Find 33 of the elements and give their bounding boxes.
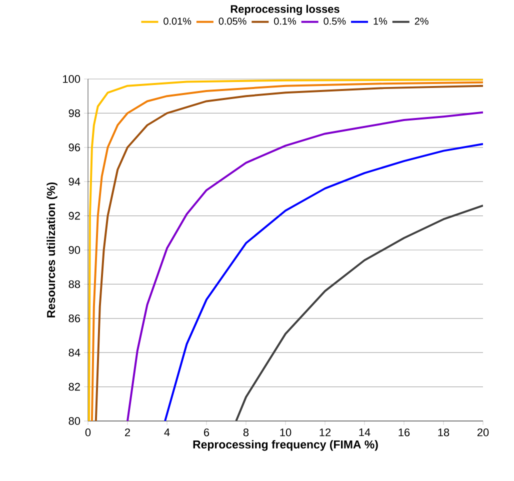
- y-tick-label: 80: [68, 417, 80, 425]
- y-tick-label: 86: [68, 314, 80, 322]
- x-tick-label: 0: [85, 428, 91, 436]
- y-tick-label: 96: [68, 144, 80, 152]
- y-tick-label: 88: [68, 280, 80, 288]
- y-tick-label: 90: [68, 246, 80, 254]
- y-tick-label: 92: [68, 212, 80, 220]
- legend-label: 0.05%: [218, 18, 246, 25]
- legend-label: 2%: [414, 18, 428, 25]
- x-tick-label: 4: [164, 428, 170, 436]
- x-tick-label: 14: [359, 428, 370, 436]
- legend-title: Reprocessing losses: [230, 4, 340, 16]
- x-tick-label: 16: [398, 428, 410, 436]
- x-axis-title: Reprocessing frequency (FIMA %): [193, 440, 378, 451]
- x-tick-label: 20: [477, 428, 489, 436]
- y-tick-label: 82: [68, 382, 80, 391]
- legend-label: 1%: [374, 18, 388, 25]
- y-tick-label: 98: [68, 109, 80, 118]
- y-axis-title: Resources utilization (%): [46, 182, 58, 318]
- legend-label: 0.5%: [324, 18, 346, 25]
- y-tick-label: 84: [68, 348, 80, 356]
- x-tick-label: 8: [243, 428, 249, 436]
- x-tick-label: 18: [438, 428, 450, 436]
- legend-label: 0.1%: [274, 18, 296, 25]
- x-tick-label: 2: [125, 428, 130, 436]
- line-series: [164, 142, 484, 421]
- y-tick-label: 94: [68, 178, 80, 186]
- x-tick-label: 12: [320, 428, 331, 436]
- x-tick-label: 6: [204, 428, 210, 436]
- y-tick-label: 100: [63, 75, 80, 83]
- legend-label: 0.01%: [164, 18, 192, 25]
- line-series: [235, 204, 484, 421]
- x-tick-label: 10: [280, 428, 292, 436]
